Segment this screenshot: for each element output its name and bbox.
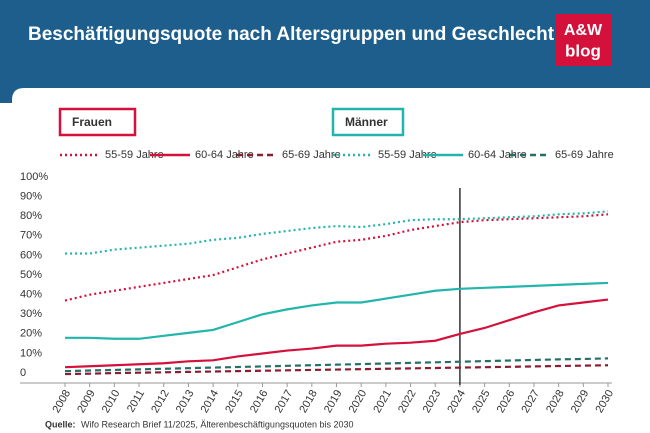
x-tick-label: 2022 [396, 388, 419, 415]
x-tick-label: 2029 [569, 388, 592, 415]
y-tick-label: 70% [20, 230, 42, 242]
y-tick-label: 30% [20, 308, 42, 320]
y-tick-label: 10% [20, 347, 42, 359]
x-tick-label: 2009 [75, 388, 98, 415]
y-tick-label: 90% [20, 191, 42, 203]
legend-label: 60-64 Jahre [468, 149, 527, 161]
x-tick-label: 2024 [445, 388, 468, 415]
x-tick-label: 2014 [199, 388, 222, 415]
x-tick-label: 2013 [174, 388, 197, 415]
series-line [64, 298, 609, 369]
header-band [0, 0, 650, 103]
legend-label: 65-69 Jahre [282, 149, 341, 161]
group-label: Männer [345, 115, 388, 129]
x-tick-label: 2017 [273, 388, 296, 415]
series-line [64, 364, 609, 376]
y-tick-label: 80% [20, 210, 42, 222]
logo-box [555, 14, 611, 66]
x-tick-label: 2018 [297, 388, 320, 415]
series-line [65, 210, 609, 255]
x-tick-label: 2021 [371, 388, 394, 415]
x-tick-label: 2030 [593, 388, 616, 415]
y-tick-label: 0 [20, 367, 26, 379]
x-tick-label: 2016 [248, 388, 271, 415]
x-tick-label: 2015 [223, 388, 246, 415]
source-label: Quelle: [45, 419, 76, 429]
x-tick-label: 2027 [519, 388, 542, 415]
series-line [64, 213, 609, 302]
x-tick-label: 2008 [50, 388, 73, 415]
x-tick-label: 2011 [125, 388, 147, 414]
legend-label: 60-64 Jahre [195, 149, 254, 161]
y-tick-label: 100% [20, 171, 48, 183]
series-line [65, 281, 609, 340]
y-tick-label: 50% [20, 269, 42, 281]
x-tick-label: 2023 [421, 388, 444, 415]
source-text: Wifo Research Brief 11/2025, Älterenbesc… [81, 419, 354, 429]
x-tick-label: 2012 [149, 388, 172, 415]
group-box [331, 107, 405, 137]
legend-label: 65-69 Jahre [555, 149, 614, 161]
x-tick-label: 2028 [544, 388, 567, 415]
y-tick-label: 60% [20, 249, 42, 261]
x-tick-label: 2019 [322, 388, 345, 415]
legend-label: 55-59 Jahre [378, 149, 437, 161]
logo-top: A&W [564, 22, 603, 39]
x-tick-label: 2025 [470, 388, 493, 415]
logo-bottom: blog [565, 41, 601, 60]
group-label: Frauen [72, 115, 112, 129]
x-tick-label: 2020 [347, 388, 370, 415]
chart-title: Beschäftigungsquote nach Altersgruppen u… [28, 24, 555, 45]
x-tick-label: 2010 [100, 388, 123, 415]
y-tick-label: 40% [20, 289, 42, 301]
x-tick-label: 2026 [495, 388, 518, 415]
series-line [64, 357, 609, 373]
legend-label: 55-59 Jahre [105, 149, 164, 161]
group-box [58, 107, 137, 137]
y-tick-label: 20% [20, 328, 42, 340]
